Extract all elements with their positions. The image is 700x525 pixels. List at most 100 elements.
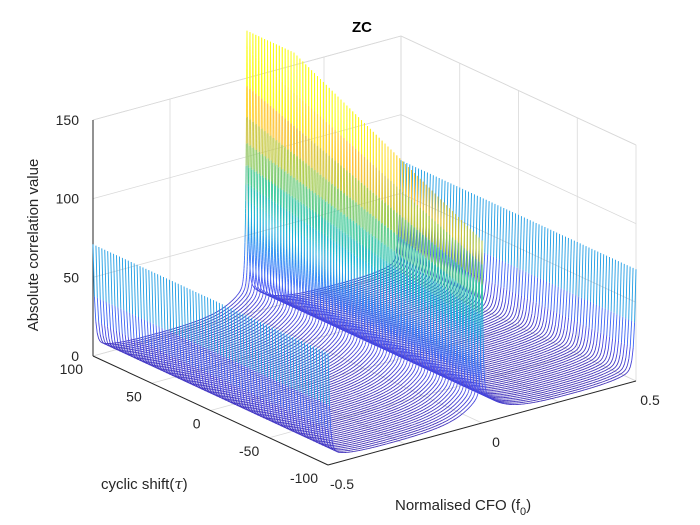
series-line-segment <box>264 325 266 328</box>
series-line-segment <box>276 318 279 321</box>
series-line-segment <box>235 329 238 332</box>
series-line-segment <box>241 324 243 326</box>
series-line-segment <box>96 332 100 339</box>
series-line-segment <box>251 304 254 307</box>
series-line-segment <box>282 316 285 319</box>
series-line-segment <box>209 314 211 317</box>
series-line-segment <box>234 300 237 303</box>
series-line-segment <box>238 328 241 330</box>
series-line-segment <box>217 310 220 312</box>
series-line-segment <box>238 291 241 294</box>
axes-layer <box>92 120 637 466</box>
series-line-segment <box>253 315 256 318</box>
series-line-segment <box>133 263 136 316</box>
series-line-segment <box>241 297 244 300</box>
series-line-segment <box>252 323 255 326</box>
series-line-segment <box>121 257 125 311</box>
series-line-segment <box>245 290 248 295</box>
series-line-segment <box>249 328 252 330</box>
series-line-segment <box>249 331 252 333</box>
series-line-segment <box>256 336 258 339</box>
series-line-segment <box>263 299 266 303</box>
series-line-segment <box>245 297 248 300</box>
series-line-segment <box>92 244 95 297</box>
series-line-segment <box>256 339 258 341</box>
series-line-segment <box>235 294 238 298</box>
series-line-segment <box>246 323 249 326</box>
series-line-segment <box>384 270 386 272</box>
series-line-segment <box>237 316 240 319</box>
series-line-segment <box>250 301 253 304</box>
series-line-segment <box>250 333 252 336</box>
series-line-segment <box>242 300 245 303</box>
series-line-segment <box>249 296 253 300</box>
series-line-segment <box>244 293 247 297</box>
series-line-segment <box>264 335 267 337</box>
series-line-segment <box>263 290 267 294</box>
series-line-segment <box>266 293 269 296</box>
series-line-segment <box>110 327 113 340</box>
series-line-segment <box>250 310 253 313</box>
series-line-segment <box>274 304 278 308</box>
series-line-segment <box>249 322 252 324</box>
series-line-segment <box>220 314 223 317</box>
series-line-segment <box>277 326 280 329</box>
series-line-segment <box>95 321 98 333</box>
series-line-segment <box>243 312 246 315</box>
series-line-segment <box>105 301 108 327</box>
series-line-segment <box>225 304 228 307</box>
series-line-segment <box>275 310 278 314</box>
series-line-segment <box>283 315 286 318</box>
series-line-segment <box>102 335 105 342</box>
series-line-segment <box>254 314 257 317</box>
series-line-segment <box>118 350 121 352</box>
series-line-segment <box>241 306 244 309</box>
series-line-segment <box>101 248 104 301</box>
series-line-segment <box>258 322 261 325</box>
series-line-segment <box>242 295 245 299</box>
series-line-segment <box>241 329 244 332</box>
series-line-segment <box>240 321 243 323</box>
series-line-segment <box>99 340 102 343</box>
series-line-segment <box>234 296 237 299</box>
series-line-segment <box>252 316 255 319</box>
series-line-segment <box>120 308 123 334</box>
series-line-segment <box>244 331 247 333</box>
series-line-segment <box>238 308 241 311</box>
series-line-segment <box>253 307 256 310</box>
series-line-segment <box>260 308 263 311</box>
series-line-segment <box>277 305 280 310</box>
series-line-segment <box>289 311 292 315</box>
series-line-segment <box>251 300 254 303</box>
series-line-segment <box>238 300 241 303</box>
series-line-segment <box>101 339 104 343</box>
series-line-segment <box>260 304 263 307</box>
series-line-segment <box>410 282 413 284</box>
series-line-segment <box>244 303 247 306</box>
series-line-segment <box>228 312 231 315</box>
series-line-segment <box>250 314 253 317</box>
series-line-segment <box>105 336 108 343</box>
series-line-segment <box>231 299 234 302</box>
series-line-segment <box>261 327 264 330</box>
series-line-segment <box>226 317 229 319</box>
grid-line-y-floor <box>210 326 519 411</box>
series-line-segment <box>217 313 220 315</box>
series-line-segment <box>231 310 234 313</box>
series-line-segment <box>129 312 132 338</box>
series-line-segment <box>273 312 276 315</box>
series-line-segment <box>240 307 243 310</box>
series-line-segment <box>99 334 102 340</box>
series-line-segment <box>252 297 256 301</box>
series-line-segment <box>220 320 223 322</box>
series-line-segment <box>244 307 247 310</box>
series-line-segment <box>124 259 128 312</box>
series-line-segment <box>258 300 261 304</box>
series-line-segment <box>260 313 263 316</box>
box-edge-top-side <box>400 35 637 146</box>
y-axis-line <box>92 355 329 466</box>
series-line-segment <box>255 286 258 290</box>
series-line-segment <box>269 321 272 324</box>
series-line-segment <box>246 320 249 323</box>
